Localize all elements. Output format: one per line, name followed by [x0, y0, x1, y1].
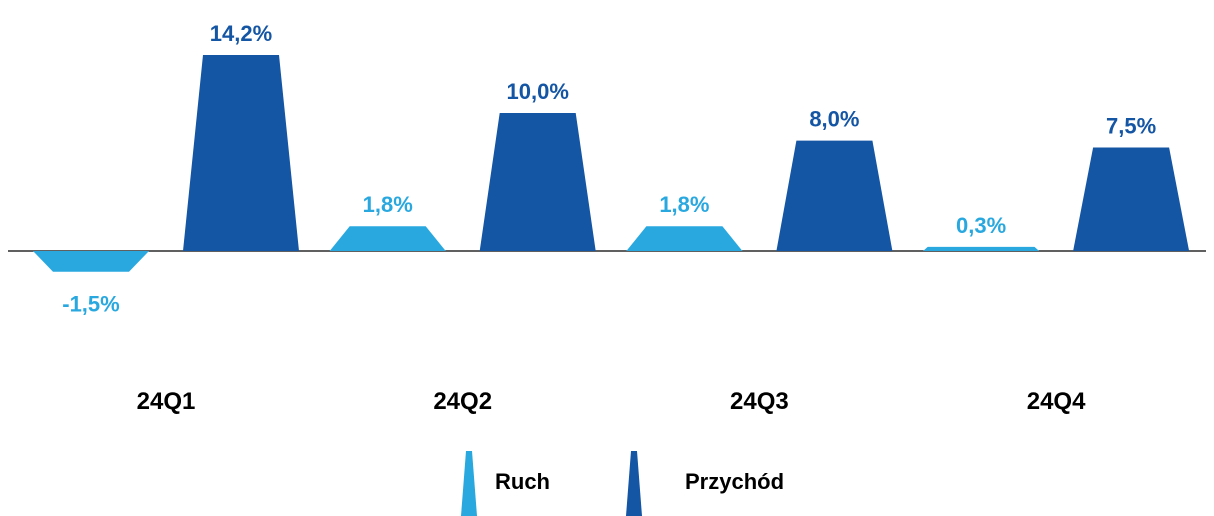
- category-label: 24Q4: [1027, 388, 1086, 415]
- legend-label: Przychód: [685, 469, 784, 494]
- data-label: 8,0%: [809, 107, 859, 132]
- data-label: 14,2%: [210, 21, 272, 46]
- chart-category-labels: 24Q1 24Q2 24Q3 24Q4: [137, 388, 1086, 415]
- legend-label: Ruch: [495, 469, 550, 494]
- data-label: 1,8%: [659, 192, 709, 217]
- legend-swatch: [626, 451, 642, 516]
- category-label: 24Q3: [730, 388, 789, 415]
- data-label: 7,5%: [1106, 114, 1156, 139]
- data-label: 1,8%: [363, 192, 413, 217]
- bar-przychd-24q3: [776, 140, 893, 251]
- category-label: 24Q1: [137, 388, 196, 415]
- legend-swatch: [461, 451, 477, 516]
- legend: Ruch Przychód: [461, 451, 784, 516]
- data-label: 10,0%: [507, 79, 569, 104]
- bar-ruch-24q2: [329, 226, 446, 251]
- bar-ruch-24q4: [923, 246, 1040, 251]
- category-label: 24Q2: [433, 388, 492, 415]
- bar-ruch-24q3: [626, 226, 743, 251]
- chart-marks: [8, 55, 1206, 272]
- data-label: -1,5%: [62, 292, 119, 317]
- data-label: 0,3%: [956, 213, 1006, 238]
- bar-przychd-24q2: [479, 113, 596, 251]
- bar-przychd-24q1: [183, 55, 299, 251]
- bar-przychd-24q4: [1073, 147, 1190, 251]
- chart-data-labels: -1,5% 14,2% 1,8% 10,0% 1,8% 8,0% 0,3% 7,5%: [62, 21, 1156, 317]
- bar-ruch-24q1: [33, 251, 149, 272]
